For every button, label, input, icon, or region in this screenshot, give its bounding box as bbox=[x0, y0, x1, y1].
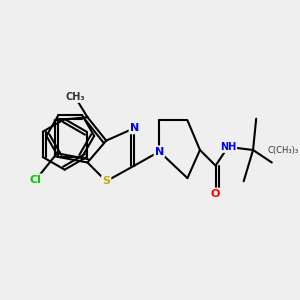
Text: N: N bbox=[155, 147, 164, 157]
Text: O: O bbox=[211, 189, 220, 199]
Text: NH: NH bbox=[220, 142, 236, 152]
Text: Cl: Cl bbox=[30, 175, 42, 185]
Text: N: N bbox=[130, 123, 139, 133]
Text: S: S bbox=[102, 176, 110, 186]
Text: CH₃: CH₃ bbox=[65, 92, 85, 102]
Text: C(CH₃)₃: C(CH₃)₃ bbox=[267, 146, 298, 154]
